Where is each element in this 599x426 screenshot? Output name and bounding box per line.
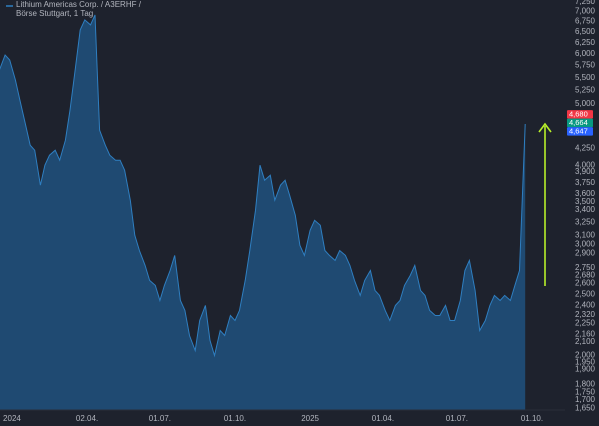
price-label: 4,647 <box>569 126 588 135</box>
chart-subtitle: Börse Stuttgart, 1 Tag <box>16 9 93 18</box>
y-tick-label: 2,900 <box>575 249 596 258</box>
area-line <box>0 14 526 358</box>
y-tick-label: 7,000 <box>575 7 596 16</box>
x-tick-label: 02.04. <box>76 414 98 423</box>
price-label: 4,664 <box>569 118 588 127</box>
x-tick-label: 01.07. <box>446 414 468 423</box>
x-tick-label: 01.07. <box>149 414 171 423</box>
y-tick-label: 1,950 <box>575 358 596 367</box>
y-tick-label: 6,000 <box>575 49 596 58</box>
y-tick-label: 1,750 <box>575 387 596 396</box>
plot-area <box>0 14 526 410</box>
y-tick-label: 5,750 <box>575 61 596 70</box>
y-tick-label: 3,750 <box>575 178 596 187</box>
y-axis-panel <box>565 0 599 426</box>
price-label: 4,680 <box>569 109 588 118</box>
price-label-box <box>567 110 593 119</box>
y-tick-label: 7,250 <box>575 0 596 6</box>
y-tick-label: 2,400 <box>575 301 596 310</box>
y-tick-label: 3,000 <box>575 239 596 248</box>
y-tick-label: 3,500 <box>575 197 596 206</box>
y-tick-label: 1,900 <box>575 365 596 374</box>
x-tick-label: 2025 <box>301 414 319 423</box>
y-tick-label: 5,000 <box>575 99 596 108</box>
y-tick-label: 3,250 <box>575 217 596 226</box>
price-label-box <box>567 118 593 128</box>
y-tick-label: 2,250 <box>575 318 596 327</box>
y-tick-label: 1,650 <box>575 403 596 412</box>
y-tick-label: 3,100 <box>575 230 596 239</box>
x-tick-label: 01.10. <box>224 414 246 423</box>
x-tick-label: 01.04. <box>372 414 394 423</box>
y-tick-label: 2,600 <box>575 279 596 288</box>
y-tick-label: 2,500 <box>575 289 596 298</box>
y-tick-label: 3,900 <box>575 167 596 176</box>
y-tick-label: 1,800 <box>575 380 596 389</box>
y-tick-label: 5,250 <box>575 86 596 95</box>
x-tick-label: 01.10. <box>521 414 543 423</box>
y-tick-label: 2,160 <box>575 329 596 338</box>
y-tick-label: 2,750 <box>575 263 596 272</box>
y-tick-label: 4,250 <box>575 144 596 153</box>
y-tick-label: 2,000 <box>575 351 596 360</box>
y-tick-label: 6,750 <box>575 17 596 26</box>
annotation-arrow-head <box>538 122 552 133</box>
y-tick-label: 1,700 <box>575 395 596 404</box>
chart-title: Lithium Americas Corp. / A3ERHF / <box>16 0 142 9</box>
y-tick-label: 2,100 <box>575 337 596 346</box>
area-fill <box>0 14 526 410</box>
y-tick-label: 3,400 <box>575 205 596 214</box>
y-tick-label: 6,250 <box>575 38 596 47</box>
x-tick-label: 2024 <box>3 414 21 423</box>
y-tick-label: 2,320 <box>575 310 596 319</box>
y-tick-label: 5,500 <box>575 73 596 82</box>
price-label-box <box>567 127 593 136</box>
y-tick-label: 4,000 <box>575 160 596 169</box>
y-tick-label: 2,680 <box>575 270 596 279</box>
y-tick-label: 6,500 <box>575 27 596 36</box>
y-tick-label: 3,600 <box>575 189 596 198</box>
